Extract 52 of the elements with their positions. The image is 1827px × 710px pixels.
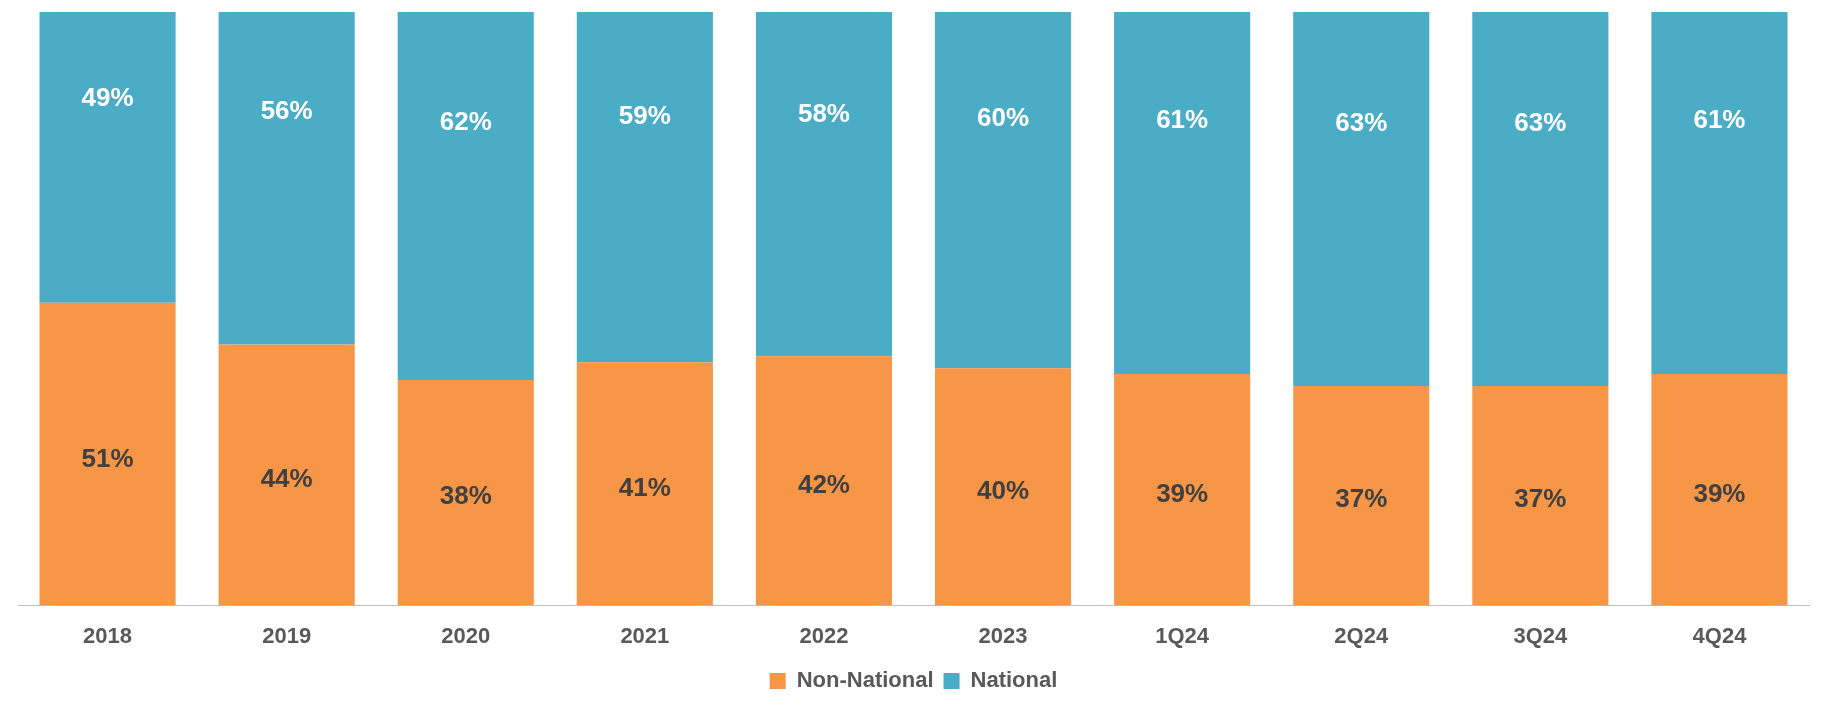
bar bbox=[397, 380, 534, 606]
bar bbox=[1114, 12, 1251, 375]
data-label: 59% bbox=[618, 100, 671, 131]
data-label: 61% bbox=[1693, 103, 1746, 134]
bar bbox=[934, 12, 1072, 369]
bar bbox=[755, 12, 893, 357]
bar bbox=[576, 12, 713, 363]
data-label: 62% bbox=[439, 105, 492, 136]
x-tick-label: 2022 bbox=[799, 622, 849, 648]
data-label: 41% bbox=[618, 471, 671, 502]
x-tick-label: 2021 bbox=[620, 622, 670, 648]
data-label: 44% bbox=[260, 463, 313, 494]
bar bbox=[755, 356, 893, 606]
data-label: 38% bbox=[439, 480, 492, 511]
x-tick-label: 2019 bbox=[262, 622, 312, 648]
legend-label: National bbox=[970, 667, 1058, 693]
data-label: 37% bbox=[1514, 483, 1567, 514]
data-label: 49% bbox=[81, 82, 134, 113]
data-label: 56% bbox=[260, 94, 313, 125]
bar bbox=[397, 12, 534, 381]
data-label: 40% bbox=[977, 474, 1030, 505]
data-label: 63% bbox=[1514, 107, 1567, 138]
bar bbox=[576, 362, 713, 606]
x-tick-label: 2023 bbox=[978, 622, 1028, 648]
x-tick-label: 1Q24 bbox=[1155, 622, 1210, 648]
data-label: 51% bbox=[81, 443, 134, 474]
bar bbox=[1472, 385, 1609, 606]
bar bbox=[1114, 374, 1251, 606]
x-tick-label: 4Q24 bbox=[1692, 622, 1748, 648]
bar bbox=[218, 12, 355, 345]
data-label: 37% bbox=[1335, 483, 1388, 514]
bar bbox=[39, 302, 176, 606]
bar bbox=[1472, 12, 1609, 386]
data-label: 58% bbox=[797, 98, 850, 129]
x-tick-label: 2020 bbox=[441, 622, 491, 648]
bar bbox=[1651, 374, 1788, 606]
data-label: 60% bbox=[977, 102, 1030, 133]
bar bbox=[39, 12, 176, 303]
data-label: 39% bbox=[1693, 477, 1746, 508]
bar bbox=[1651, 12, 1788, 375]
bar bbox=[934, 368, 1072, 606]
x-tick-label: 2018 bbox=[83, 622, 133, 648]
data-label: 39% bbox=[1156, 477, 1209, 508]
bar bbox=[1293, 385, 1430, 606]
x-tick-label: 2Q24 bbox=[1334, 622, 1389, 648]
data-label: 61% bbox=[1156, 103, 1209, 134]
bar bbox=[1293, 12, 1430, 386]
x-tick-label: 3Q24 bbox=[1513, 622, 1569, 648]
data-label: 63% bbox=[1335, 107, 1388, 138]
data-label: 42% bbox=[797, 469, 850, 500]
legend-label: Non-National bbox=[796, 667, 934, 693]
bar bbox=[218, 344, 355, 606]
